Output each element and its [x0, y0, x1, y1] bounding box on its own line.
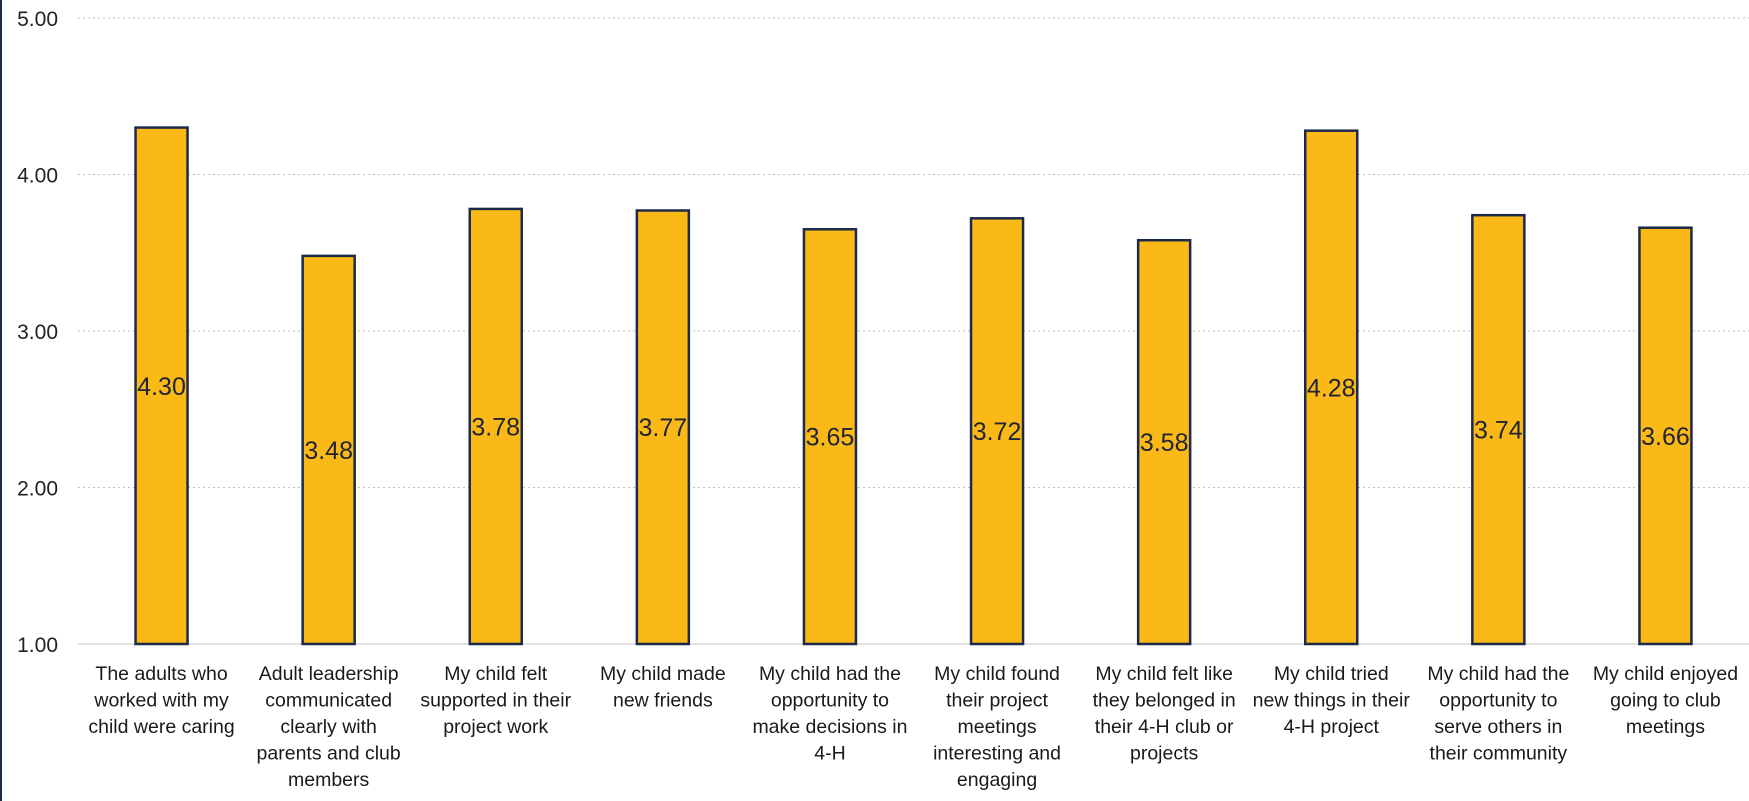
y-tick-label: 4.00	[17, 165, 58, 188]
x-tick-label: My child felt like they belonged in their …	[1093, 663, 1236, 765]
x-tick-label: My child tried new things in their 4-H pro…	[1253, 663, 1411, 738]
x-tick-label-line: new things in their	[1253, 690, 1411, 712]
x-tick-label-line: My child felt	[444, 663, 548, 685]
data-label: 3.66	[1641, 423, 1690, 451]
x-tick-label-line: meetings	[1626, 716, 1705, 738]
x-tick-label-line: Adult leadership	[259, 663, 399, 685]
bar	[802, 228, 858, 646]
y-tick-label: 3.00	[17, 321, 58, 344]
x-tick-label-line: The adults who	[95, 663, 227, 685]
x-tick-label-line: they belonged in	[1093, 690, 1236, 712]
bar	[969, 217, 1025, 646]
x-tick-label-line: their project	[946, 690, 1048, 712]
x-tick-label-line: 4-H	[814, 743, 845, 765]
data-label: 3.65	[806, 424, 855, 452]
bar	[635, 209, 691, 646]
bar	[1136, 238, 1192, 646]
x-tick-label-line: projects	[1130, 743, 1199, 765]
x-axis-labels: The adults who worked with my child were c…	[88, 663, 1738, 791]
x-tick-label-line: their 4-H club or	[1095, 716, 1234, 738]
x-tick-label-line: supported in their	[420, 690, 571, 712]
bar	[134, 126, 189, 646]
x-tick-label: My child had the opportunity to serve othe…	[1427, 663, 1569, 765]
y-axis-ticks: 1.00 2.00 3.00 4.00 5.00	[17, 8, 58, 657]
y-tick-label: 5.00	[17, 8, 58, 31]
x-tick-label-line: opportunity to	[771, 690, 889, 712]
x-tick-label-line: worked with my	[93, 690, 229, 712]
data-label: 3.58	[1140, 429, 1189, 457]
bar	[468, 207, 523, 646]
x-tick-label-line: serve others in	[1434, 716, 1562, 738]
data-label: 4.28	[1307, 374, 1356, 402]
bar	[1638, 226, 1693, 646]
x-tick-label-line: child were caring	[88, 716, 234, 738]
x-tick-label: My child enjoyed going to club meetings	[1593, 663, 1738, 738]
x-tick-label: My child had the opportunity to make decis…	[752, 663, 907, 765]
x-tick-label: Adult leadership communicated clearly with…	[257, 663, 401, 791]
x-tick-label-line: 4-H project	[1284, 716, 1380, 738]
x-tick-label-line: My child had the	[1427, 663, 1569, 685]
data-label: 3.48	[304, 437, 353, 465]
x-tick-label-line: My child tried	[1274, 663, 1389, 685]
x-tick-label-line: My child found	[934, 663, 1060, 685]
x-tick-label-line: My child felt like	[1095, 663, 1233, 685]
x-tick-label: My child felt supported in their project w…	[420, 663, 571, 738]
x-tick-label-line: meetings	[957, 716, 1036, 738]
x-tick-label-line: make decisions in	[752, 716, 907, 738]
bar	[301, 254, 356, 646]
x-tick-label-line: project work	[443, 716, 548, 738]
x-tick-label-line: parents and club	[257, 743, 401, 765]
x-tick-label-line: new friends	[613, 690, 713, 712]
x-tick-label-line: communicated	[265, 690, 392, 712]
x-tick-label-line: opportunity to	[1439, 690, 1557, 712]
x-tick-label: My child made new friends	[600, 663, 726, 712]
left-border	[0, 0, 2, 801]
x-tick-label-line: members	[288, 769, 370, 791]
bar	[1304, 129, 1359, 646]
x-tick-label: My child found their project meetings inter…	[933, 663, 1061, 791]
data-label: 4.30	[137, 373, 186, 401]
data-label: 3.74	[1474, 417, 1523, 445]
x-tick-label-line: going to club	[1610, 690, 1721, 712]
bars-layer	[134, 126, 1693, 646]
x-tick-label-line: My child enjoyed	[1593, 663, 1738, 685]
data-label: 3.72	[973, 418, 1022, 446]
x-tick-label-line: their community	[1430, 743, 1568, 765]
x-tick-label-line: clearly with	[280, 716, 376, 738]
x-tick-label-line: My child had the	[759, 663, 901, 685]
x-tick-label-line: engaging	[957, 769, 1037, 791]
x-tick-label-line: My child made	[600, 663, 726, 685]
bar	[1471, 213, 1526, 646]
x-tick-label-line: interesting and	[933, 743, 1061, 765]
grid-layer	[78, 17, 1749, 645]
x-tick-label: The adults who worked with my child were c…	[88, 663, 234, 738]
data-label: 3.77	[639, 414, 688, 442]
y-tick-label: 1.00	[17, 634, 58, 657]
data-labels-layer: 4.30 3.48 3.78 3.77 3.65 3.72 3.58 4.28 3.74 3.66	[137, 373, 1690, 465]
data-label: 3.78	[471, 413, 520, 441]
y-tick-label: 2.00	[17, 478, 58, 501]
